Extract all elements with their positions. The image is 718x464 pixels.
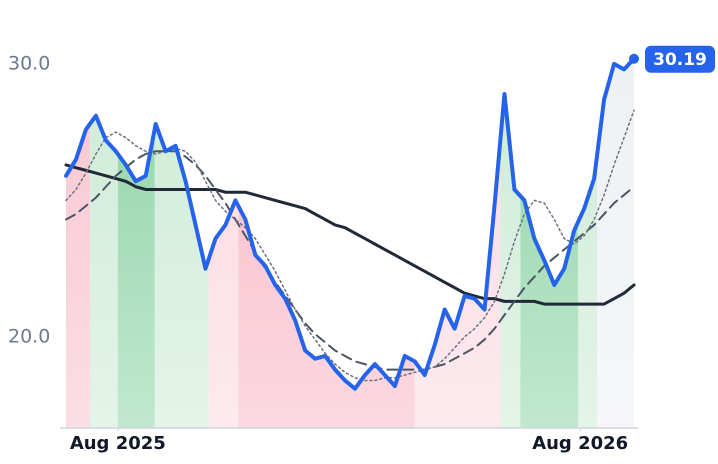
y-tick-label: 20.0 <box>8 325 50 347</box>
trend-band <box>154 123 209 428</box>
trend-band <box>208 200 239 428</box>
trend-band <box>66 123 90 428</box>
moving-average-line <box>65 109 635 382</box>
trend-band <box>89 115 118 428</box>
last-value-badge <box>645 45 715 73</box>
trend-band <box>117 129 155 428</box>
x-tick-label: Aug 2026 <box>532 433 628 454</box>
trend-band <box>414 138 501 428</box>
trend-band <box>520 196 579 428</box>
moving-average-line <box>65 150 635 371</box>
price-line <box>64 56 636 391</box>
last-point <box>629 53 639 64</box>
trend-band <box>238 206 415 428</box>
trend-band <box>597 58 634 428</box>
trend-band <box>500 93 521 428</box>
y-tick-label: 30.0 <box>8 52 50 74</box>
last-value-label: 30.19 <box>653 50 707 70</box>
moving-average-line <box>64 163 636 306</box>
x-tick-label: Aug 2025 <box>70 433 166 454</box>
